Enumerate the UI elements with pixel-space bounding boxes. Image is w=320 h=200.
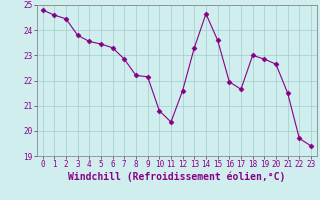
- X-axis label: Windchill (Refroidissement éolien,°C): Windchill (Refroidissement éolien,°C): [68, 172, 285, 182]
